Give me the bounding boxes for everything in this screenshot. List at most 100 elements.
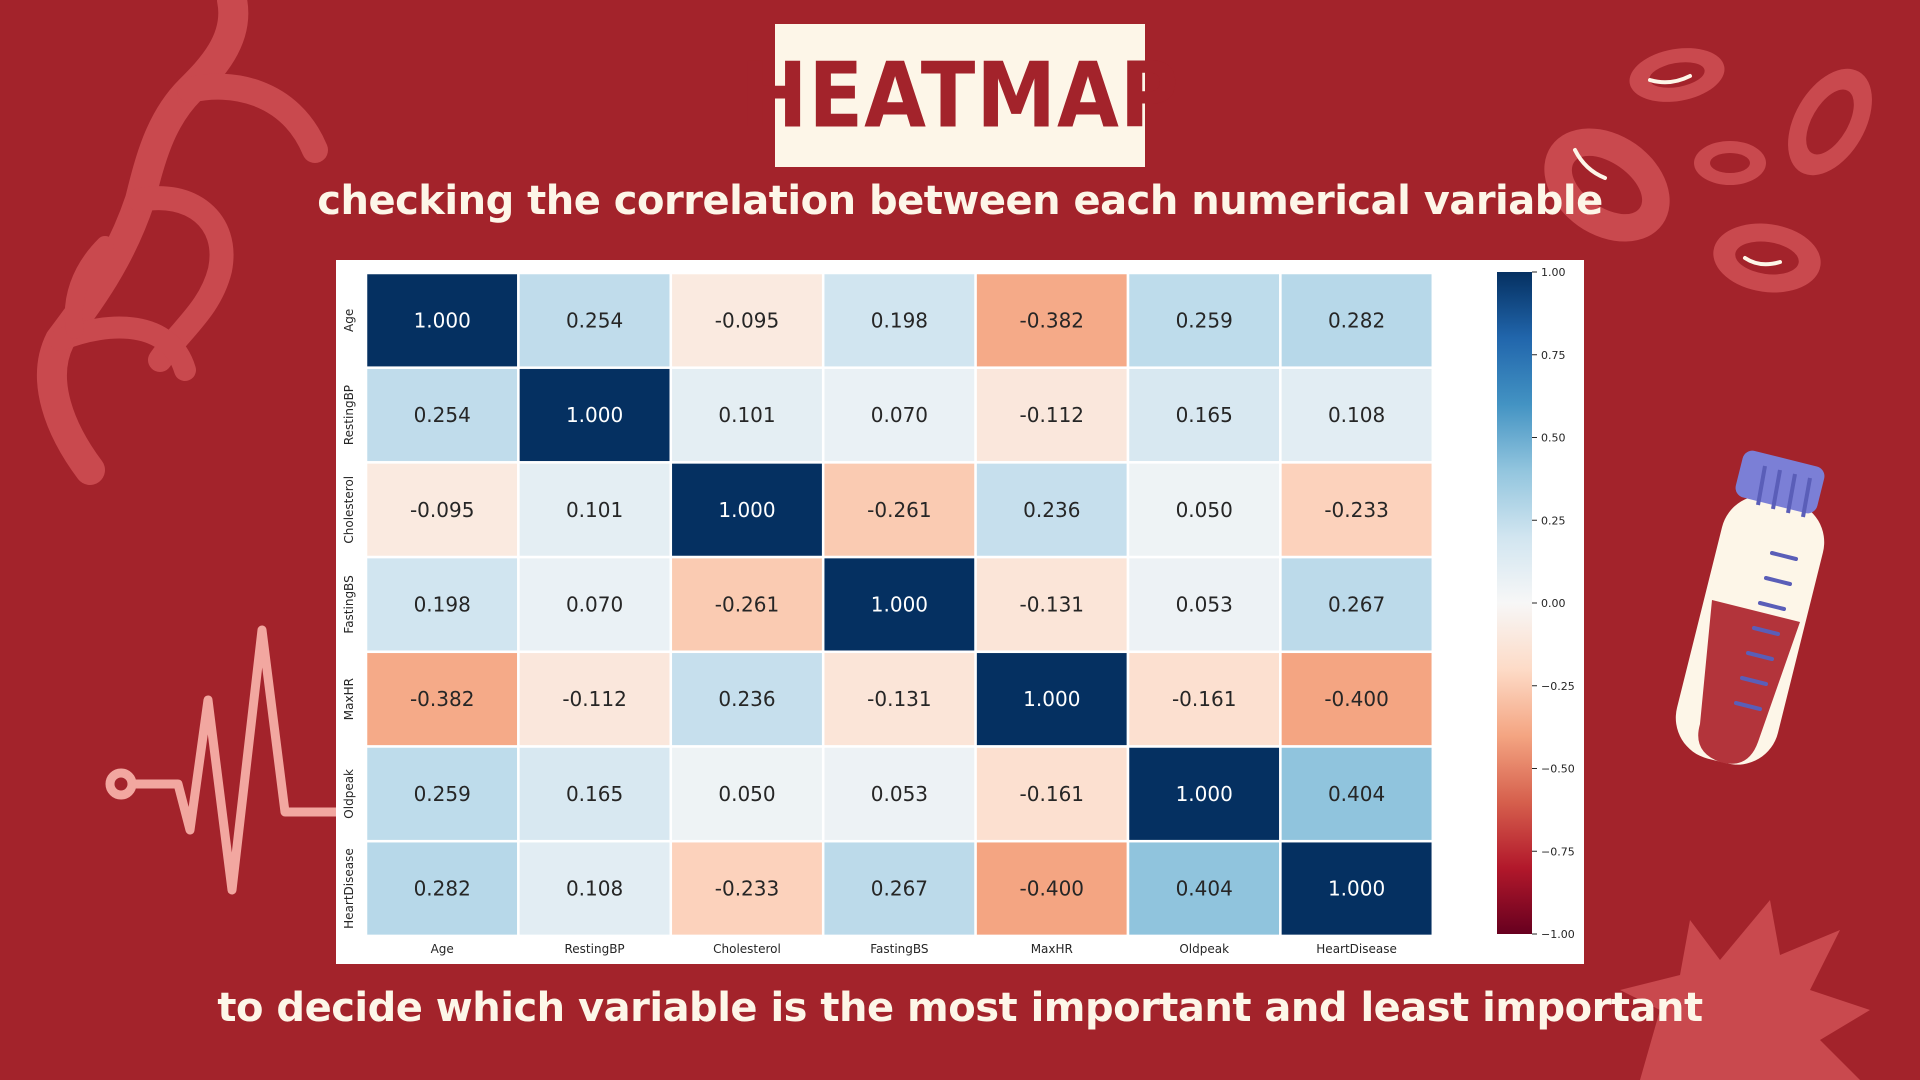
y-tick-label: HeartDisease: [342, 848, 356, 929]
cell-value-label: 0.198: [871, 308, 928, 332]
cell-value-label: -0.112: [1020, 403, 1084, 427]
heatmap-cell: [1126, 839, 1282, 938]
heatmap-cell: [364, 461, 520, 559]
heatmap-cell: [1126, 366, 1282, 464]
x-tick-label: RestingBP: [565, 942, 625, 956]
cell-value-label: -0.261: [715, 592, 779, 616]
heatmap-cell: [517, 839, 673, 938]
heatmap-cell: [364, 839, 520, 938]
heatmap-cell: [1126, 271, 1282, 369]
heatmap-cell: [364, 366, 520, 464]
cell-value-label: 0.236: [718, 687, 775, 711]
x-tick-label: FastingBS: [870, 942, 928, 956]
cell-value-label: 0.101: [566, 498, 623, 522]
x-tick-label: Cholesterol: [713, 942, 781, 956]
heatmap-cell: [974, 745, 1130, 843]
blood-cells-icon: [1544, 48, 1872, 293]
heatmap-cell: [821, 650, 977, 748]
cell-value-label: 0.254: [414, 403, 471, 427]
y-tick-label: FastingBS: [342, 575, 356, 633]
x-tick-label: Age: [431, 942, 454, 956]
cell-value-label: -0.161: [1020, 782, 1084, 806]
cell-value-label: 0.050: [718, 782, 775, 806]
cell-value-label: 0.254: [566, 308, 623, 332]
heatmap-cell: [1126, 461, 1282, 559]
heatmap-cell: [821, 839, 977, 938]
heatmap-cell: [974, 366, 1130, 464]
y-tick-label: MaxHR: [342, 678, 356, 720]
heatmap-cell: [669, 461, 825, 559]
colorbar-tick-label: 0.50: [1541, 432, 1566, 445]
cell-value-label: -0.112: [562, 687, 626, 711]
cell-value-label: 0.165: [566, 782, 623, 806]
heatmap-cell: [517, 366, 673, 464]
heatmap-cell: [517, 745, 673, 843]
cell-value-label: -0.131: [1020, 592, 1084, 616]
cell-value-label: 0.053: [1176, 592, 1233, 616]
heatmap-cell: [669, 839, 825, 938]
subtitle: checking the correlation between each nu…: [317, 178, 1603, 224]
y-tick-label: Oldpeak: [342, 769, 356, 819]
heatmap-cell: [1126, 650, 1282, 748]
cell-value-label: 0.050: [1176, 498, 1233, 522]
y-tick-label: Age: [342, 309, 356, 332]
page-title: HEATMAP: [740, 43, 1180, 148]
cell-value-label: -0.095: [410, 498, 474, 522]
colorbar-tick-label: 1.00: [1541, 266, 1566, 279]
cell-value-label: 0.070: [566, 592, 623, 616]
cell-value-label: 1.000: [566, 403, 623, 427]
cell-value-label: -0.233: [1324, 498, 1388, 522]
heatmap-cell: [669, 745, 825, 843]
footer-caption: to decide which variable is the most imp…: [217, 985, 1703, 1031]
y-tick-label: Cholesterol: [342, 476, 356, 544]
cell-value-label: 0.108: [566, 877, 623, 901]
cell-value-label: 0.101: [718, 403, 775, 427]
cell-value-label: 0.053: [871, 782, 928, 806]
heatmap-cell: [669, 366, 825, 464]
heatmap-cell: [1279, 650, 1435, 748]
x-tick-label: MaxHR: [1031, 942, 1073, 956]
heatmap-panel: 1.000 0.254 -0.095 0.198 -0.382 0.259 0.282 0.2…: [336, 260, 1584, 964]
x-tick-label: Oldpeak: [1179, 942, 1229, 956]
cell-value-label: 1.000: [1176, 782, 1233, 806]
heatmap-cell: [364, 555, 520, 654]
cell-value-label: 1.000: [414, 308, 471, 332]
heatmap-cell: [974, 839, 1130, 938]
cell-value-label: -0.233: [715, 877, 779, 901]
colorbar-tick-label: −0.25: [1541, 680, 1575, 693]
cell-value-label: 1.000: [1023, 687, 1080, 711]
leaf-icon: [1620, 900, 1870, 1080]
heartbeat-line-icon: [105, 625, 341, 895]
heatmap-cell: [517, 461, 673, 559]
cell-value-label: 1.000: [1328, 877, 1385, 901]
test-tube-icon: [1675, 450, 1825, 765]
heatmap-cell: [1279, 745, 1435, 843]
colorbar-tick-label: 0.75: [1541, 349, 1566, 362]
cell-value-label: 0.404: [1176, 877, 1233, 901]
title-box: HEATMAP: [740, 24, 1179, 167]
cell-value-label: 0.267: [1328, 592, 1385, 616]
cell-value-label: -0.400: [1020, 877, 1084, 901]
colorbar-tick-label: −0.75: [1541, 845, 1575, 858]
cell-value-label: -0.095: [715, 308, 779, 332]
cell-value-label: 0.404: [1328, 782, 1385, 806]
heatmap-cell: [364, 650, 520, 748]
colorbar-tick-label: 0.25: [1541, 514, 1566, 527]
heatmap-cell: [1279, 366, 1435, 464]
vein-icon: [37, 0, 328, 485]
cell-value-label: 0.259: [1176, 308, 1233, 332]
cell-value-label: -0.261: [867, 498, 931, 522]
colorbar-tick-label: −0.50: [1541, 763, 1575, 776]
heatmap-cell: [821, 271, 977, 369]
heatmap-cell: [669, 271, 825, 369]
cell-value-label: 0.282: [1328, 308, 1385, 332]
colorbar: [1497, 272, 1532, 934]
cell-value-label: -0.382: [410, 687, 474, 711]
cell-value-label: 0.165: [1176, 403, 1233, 427]
y-tick-label: RestingBP: [342, 385, 356, 445]
colorbar-tick-label: 0.00: [1541, 597, 1566, 610]
heatmap-chart: 1.000 0.254 -0.095 0.198 -0.382 0.259 0.282 0.2…: [342, 266, 1575, 956]
heatmap-cell: [1279, 271, 1435, 369]
